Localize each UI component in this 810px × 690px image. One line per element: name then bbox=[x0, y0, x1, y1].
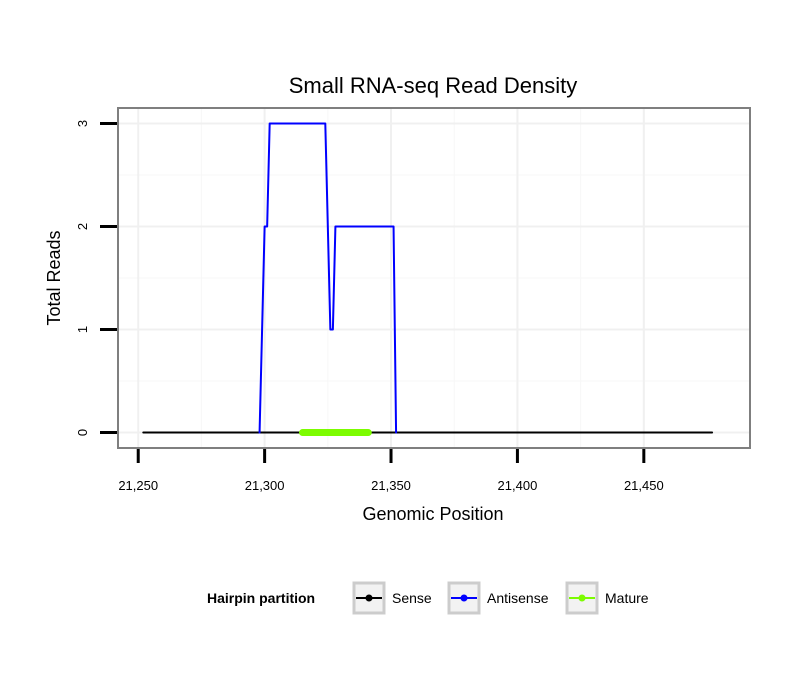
x-tick-label: 21,350 bbox=[371, 478, 411, 493]
legend-item-antisense: Antisense bbox=[447, 581, 549, 615]
y-tick-label: 0 bbox=[75, 429, 90, 436]
legend: Hairpin partition Sense Antisense Mature bbox=[207, 581, 649, 615]
x-tick-label: 21,450 bbox=[624, 478, 664, 493]
legend-key-point-antisense bbox=[460, 594, 468, 602]
legend-label-sense: Sense bbox=[392, 590, 432, 606]
y-tick-label: 1 bbox=[75, 326, 90, 333]
y-axis: 0 1 2 3 bbox=[75, 120, 117, 436]
series-layer bbox=[142, 122, 714, 437]
legend-key-point-mature bbox=[578, 594, 586, 602]
plot-border bbox=[117, 107, 751, 449]
legend-label-mature: Mature bbox=[605, 590, 649, 606]
x-tick-label: 21,400 bbox=[498, 478, 538, 493]
x-axis: 21,250 21,300 21,350 21,400 21,450 bbox=[118, 449, 664, 493]
legend-item-mature: Mature bbox=[565, 581, 649, 615]
grid-major bbox=[118, 108, 750, 448]
legend-title: Hairpin partition bbox=[207, 590, 315, 606]
legend-item-sense: Sense bbox=[352, 581, 432, 615]
x-axis-title: Genomic Position bbox=[362, 504, 503, 524]
y-axis-title: Total Reads bbox=[44, 230, 64, 325]
series-line-antisense bbox=[258, 122, 398, 434]
x-tick-label: 21,250 bbox=[118, 478, 158, 493]
legend-key-point-sense bbox=[365, 594, 373, 602]
y-tick-label: 2 bbox=[75, 223, 90, 230]
legend-label-antisense: Antisense bbox=[487, 590, 549, 606]
y-tick-label: 3 bbox=[75, 120, 90, 127]
x-tick-label: 21,300 bbox=[245, 478, 285, 493]
chart-title: Small RNA-seq Read Density bbox=[289, 73, 578, 98]
